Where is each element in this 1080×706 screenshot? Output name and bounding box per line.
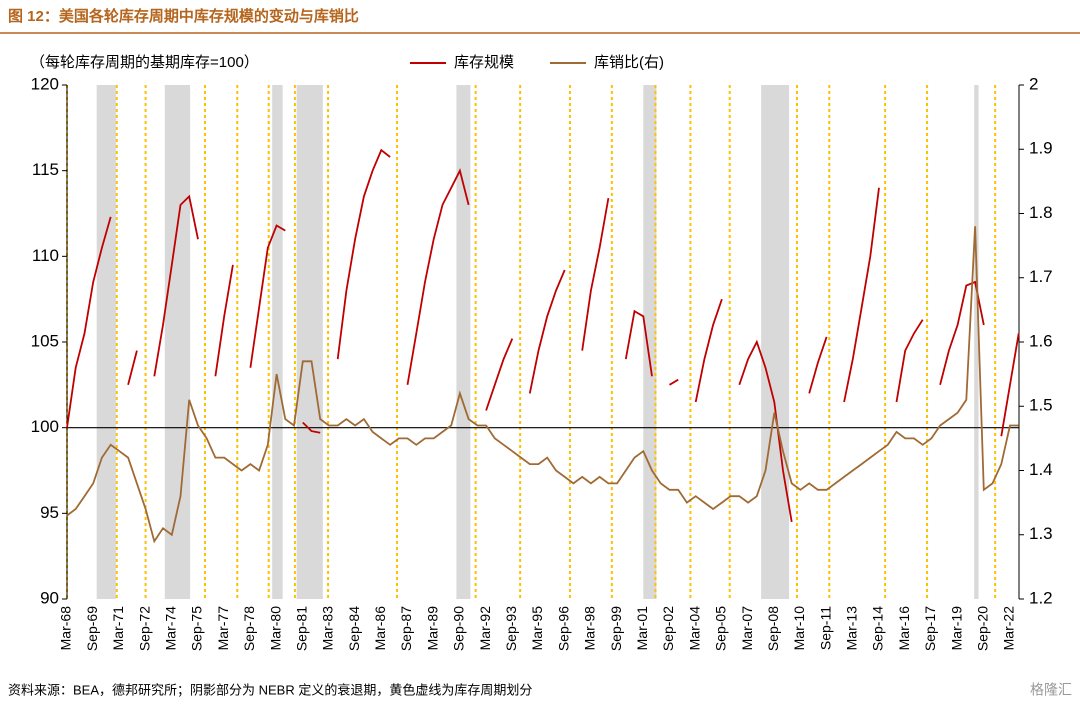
recession-shade xyxy=(272,85,283,599)
annotation: （每轮库存周期的基期库存=100） xyxy=(30,54,259,71)
y-tick-label: 105 xyxy=(31,331,59,350)
x-tick-label: Mar-80 xyxy=(267,606,283,651)
x-tick-label: Mar-71 xyxy=(110,606,126,651)
legend-label: 库存规模 xyxy=(454,54,514,71)
x-tick-label: Sep-99 xyxy=(608,606,624,651)
recession-shade xyxy=(456,85,471,599)
x-tick-label: Mar-86 xyxy=(372,606,388,651)
x-tick-label: Sep-96 xyxy=(555,606,571,651)
y-tick-label: 95 xyxy=(40,503,59,522)
x-tick-label: Sep-02 xyxy=(660,606,676,651)
y-tick-label: 90 xyxy=(40,588,59,607)
y2-tick-label: 1.2 xyxy=(1029,588,1053,607)
x-tick-label: Sep-20 xyxy=(975,606,991,651)
legend-label: 库销比(右) xyxy=(594,54,664,71)
x-tick-label: Sep-05 xyxy=(713,606,729,651)
x-tick-label: Sep-14 xyxy=(870,606,886,651)
y-tick-label: 120 xyxy=(31,74,59,93)
x-tick-label: Mar-16 xyxy=(896,606,912,651)
x-tick-label: Sep-90 xyxy=(451,606,467,651)
watermark: 格隆汇 xyxy=(1030,682,1072,698)
y2-tick-label: 1.3 xyxy=(1029,524,1053,543)
y-tick-label: 100 xyxy=(31,417,59,436)
y-tick-label: 110 xyxy=(32,246,59,265)
y2-tick-label: 1.9 xyxy=(1029,139,1053,158)
x-tick-label: Mar-68 xyxy=(58,606,74,651)
x-tick-label: Mar-13 xyxy=(844,606,860,651)
x-tick-label: Sep-87 xyxy=(398,606,414,651)
x-tick-label: Sep-93 xyxy=(503,606,519,651)
x-tick-label: Sep-81 xyxy=(293,606,309,651)
x-tick-label: Mar-98 xyxy=(582,606,598,651)
x-tick-label: Mar-19 xyxy=(948,606,964,651)
recession-shade xyxy=(643,85,657,599)
x-tick-label: Sep-75 xyxy=(189,606,205,651)
recession-shade xyxy=(296,85,323,599)
x-tick-label: Sep-11 xyxy=(817,606,833,650)
x-tick-label: Mar-77 xyxy=(215,606,231,651)
recession-shade xyxy=(761,85,790,599)
y2-tick-label: 1.8 xyxy=(1029,203,1053,222)
x-tick-label: Mar-74 xyxy=(162,606,178,651)
recession-shade xyxy=(96,85,116,599)
x-tick-label: Sep-84 xyxy=(346,606,362,651)
recession-shade xyxy=(164,85,191,599)
x-tick-label: Mar-01 xyxy=(634,606,650,651)
recession-shade xyxy=(974,85,979,599)
y2-tick-label: 2 xyxy=(1029,74,1038,93)
y-tick-label: 115 xyxy=(32,160,59,179)
x-tick-label: Sep-69 xyxy=(84,606,100,651)
x-tick-label: Mar-22 xyxy=(1001,606,1017,651)
x-tick-label: Mar-92 xyxy=(477,606,493,651)
y2-tick-label: 1.4 xyxy=(1029,460,1053,479)
x-tick-label: Sep-78 xyxy=(241,606,257,651)
x-tick-label: Sep-72 xyxy=(136,606,152,651)
x-tick-label: Mar-04 xyxy=(686,606,702,651)
x-tick-label: Sep-17 xyxy=(922,606,938,651)
chart-title: 图 12：美国各轮库存周期中库存规模的变动与库销比 xyxy=(8,7,359,25)
x-tick-label: Mar-95 xyxy=(529,606,545,651)
x-tick-label: Mar-07 xyxy=(739,606,755,651)
x-tick-label: Mar-83 xyxy=(320,606,336,651)
x-tick-label: Mar-10 xyxy=(791,606,807,651)
y2-tick-label: 1.7 xyxy=(1029,267,1053,286)
y2-tick-label: 1.6 xyxy=(1029,331,1053,350)
source: 资料来源：BEA，德邦研究所；阴影部分为 NEBR 定义的衰退期，黄色虚线为库存… xyxy=(8,682,532,698)
series-line xyxy=(66,148,1020,523)
y2-tick-label: 1.5 xyxy=(1029,396,1053,415)
x-tick-label: Sep-08 xyxy=(765,606,781,651)
x-tick-label: Mar-89 xyxy=(424,606,440,651)
series-line xyxy=(66,226,1019,544)
